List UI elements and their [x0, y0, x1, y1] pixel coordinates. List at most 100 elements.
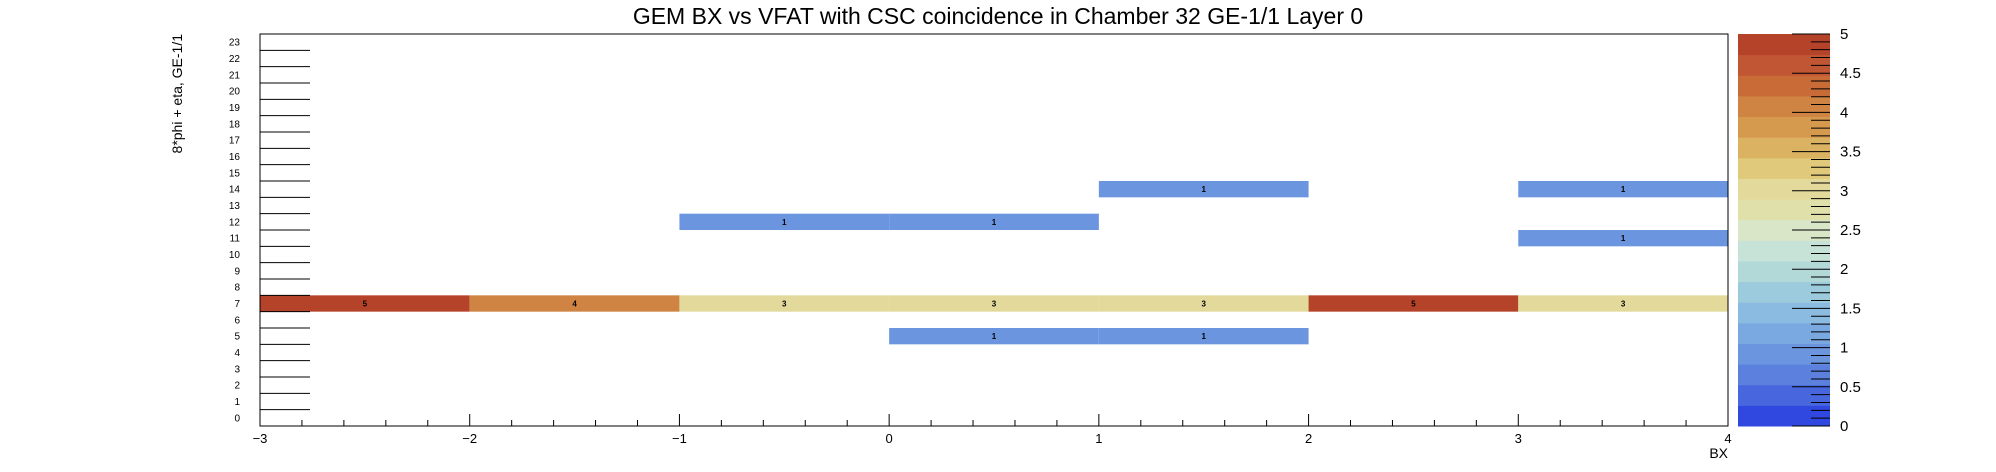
y-tick-label: 21 [229, 70, 241, 81]
color-scale-axis: 0 0.5 1 1.5 2 2.5 3 3.5 4 4.5 5 [1792, 26, 1861, 435]
color-scale-swatch [1738, 34, 1830, 56]
y-tick-label: 20 [229, 87, 241, 98]
heatmap-cell [1308, 295, 1519, 312]
y-tick-label: 15 [229, 168, 241, 179]
cell-value-label: 1 [992, 218, 997, 227]
color-scale-swatch [1738, 199, 1830, 221]
y-tick-label: 8 [234, 283, 240, 294]
heatmap-cell [1518, 295, 1728, 312]
heatmap-cell [1098, 181, 1309, 198]
y-tick-label: 11 [230, 234, 241, 245]
color-scale-swatch [1738, 322, 1830, 344]
color-scale-tick-label: 2.5 [1840, 222, 1861, 239]
cell-value-label: 3 [782, 300, 787, 309]
y-tick-label: 19 [229, 103, 241, 114]
plot-frame [259, 33, 1729, 427]
heatmap-cell [1518, 230, 1728, 247]
color-scale-tick-label: 2 [1840, 261, 1848, 278]
x-tick-label: −1 [672, 431, 687, 446]
color-scale-tick-label: 3 [1840, 183, 1848, 200]
cell-value-label: 1 [1621, 185, 1626, 194]
color-scale-tick-label: 0 [1840, 418, 1848, 435]
heatmap-cell [1098, 328, 1309, 345]
x-tick-label: 0 [886, 431, 893, 446]
color-scale-swatch [1738, 157, 1830, 179]
x-tick-label: 2 [1305, 431, 1312, 446]
cell-value-label: 1 [782, 218, 787, 227]
color-scale-tick-label: 3.5 [1840, 144, 1861, 161]
color-scale-tick-label: 1 [1840, 340, 1848, 357]
color-scale-tick-label: 4 [1840, 104, 1848, 121]
heatmap-cell [469, 295, 680, 312]
color-scale-swatch [1738, 54, 1830, 76]
y-tick-label: 5 [234, 332, 240, 343]
color-scale-swatch [1738, 384, 1830, 406]
chart-title: GEM BX vs VFAT with CSC coincidence in C… [633, 3, 1363, 29]
y-tick-label: 10 [229, 250, 241, 261]
color-scale-swatch [1738, 95, 1830, 118]
color-scale-swatch [1738, 75, 1830, 97]
y-tick-label: 16 [229, 152, 241, 163]
color-scale-swatch [1738, 137, 1830, 159]
y-tick-label: 7 [234, 299, 240, 310]
x-tick-label: −3 [253, 431, 268, 446]
color-scale-swatch [1738, 343, 1830, 365]
cell-value-label: 4 [572, 300, 577, 309]
cell-value-label: 3 [1621, 300, 1626, 309]
y-tick-label: 3 [234, 364, 240, 375]
color-scale-swatch [1738, 364, 1830, 386]
color-scale-swatch [1738, 116, 1830, 138]
y-tick-label: 17 [229, 136, 241, 147]
y-tick-label: 14 [229, 185, 241, 196]
color-scale-swatch [1738, 219, 1830, 241]
cell-value-label: 1 [1201, 332, 1206, 341]
x-tick-label: −2 [462, 431, 477, 446]
y-tick-label: 1 [234, 397, 240, 408]
y-tick-label: 12 [229, 217, 241, 228]
cell-value-label: 1 [992, 332, 997, 341]
y-tick-label: 9 [234, 266, 240, 277]
x-tick-label: 4 [1724, 431, 1731, 446]
heatmap-cell [889, 213, 1099, 230]
cell-value-label: 1 [1621, 234, 1626, 243]
color-scale-tick-label: 4.5 [1840, 65, 1861, 82]
heatmap-cells: 5 4 3 3 3 5 3 1 1 1 1 1 1 1 [260, 181, 1728, 345]
color-scale-tick-label: 0.5 [1840, 379, 1861, 396]
x-axis: −3 −2 −1 0 1 2 3 4 [253, 414, 1732, 446]
heatmap-cell [1518, 181, 1728, 198]
y-tick-label: 0 [234, 413, 240, 424]
cell-value-label: 3 [992, 300, 997, 309]
y-tick-marks [260, 33, 310, 427]
heatmap-cell [889, 328, 1099, 345]
x-tick-label: 1 [1095, 431, 1102, 446]
color-scale-swatch [1738, 302, 1830, 324]
y-axis-label: 8*phi + eta, GE-1/1 [169, 34, 185, 154]
color-scale [1738, 34, 1830, 427]
color-scale-swatch [1738, 281, 1830, 303]
heatmap-cell [679, 295, 890, 312]
heatmap-cell [889, 295, 1099, 312]
y-tick-label: 2 [234, 381, 240, 392]
heatmap-cell [260, 295, 470, 312]
heatmap-cell [679, 213, 890, 230]
cell-value-label: 5 [363, 300, 368, 309]
y-tick-label: 22 [229, 54, 241, 65]
y-tick-label: 18 [229, 119, 241, 130]
color-scale-swatch [1738, 405, 1830, 427]
color-scale-tick-label: 1.5 [1840, 300, 1861, 317]
color-scale-swatch [1738, 178, 1830, 200]
y-tick-label: 13 [229, 201, 241, 212]
heatmap-cell [1098, 295, 1309, 312]
color-scale-swatch [1738, 240, 1830, 262]
color-scale-swatch [1738, 260, 1830, 283]
color-scale-tick-label: 5 [1840, 26, 1848, 43]
x-tick-label: 3 [1515, 431, 1522, 446]
y-tick-label: 23 [229, 38, 241, 49]
cell-value-label: 3 [1201, 300, 1206, 309]
x-axis-label: BX [1709, 445, 1728, 461]
cell-value-label: 1 [1201, 185, 1206, 194]
y-tick-label: 6 [234, 315, 240, 326]
cell-value-label: 5 [1411, 300, 1416, 309]
